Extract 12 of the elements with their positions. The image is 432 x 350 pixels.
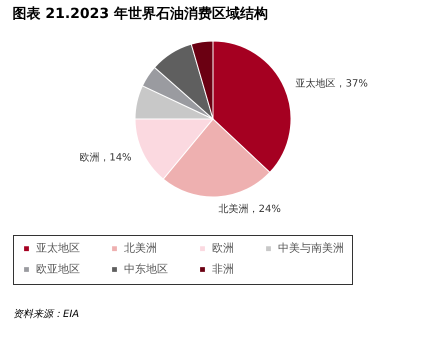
legend-label: 欧洲 — [212, 242, 234, 255]
data-label: 欧洲，14% — [79, 151, 132, 164]
legend-label: 亚太地区 — [36, 242, 80, 255]
data-label: 北美洲，24% — [218, 202, 281, 215]
legend-label: 非洲 — [212, 262, 234, 276]
text: 资料来源：EIA — [13, 308, 80, 320]
legend-label: 欧亚地区 — [36, 262, 80, 276]
legend-label: 中东地区 — [124, 262, 168, 276]
legend-label: 北美洲 — [124, 242, 157, 255]
data-label: 亚太地区，37% — [296, 77, 368, 90]
legend-label: 中美与南美洲 — [278, 242, 344, 255]
chart-title: 图表 21.2023 年世界石油消费区域结构 — [12, 6, 268, 22]
